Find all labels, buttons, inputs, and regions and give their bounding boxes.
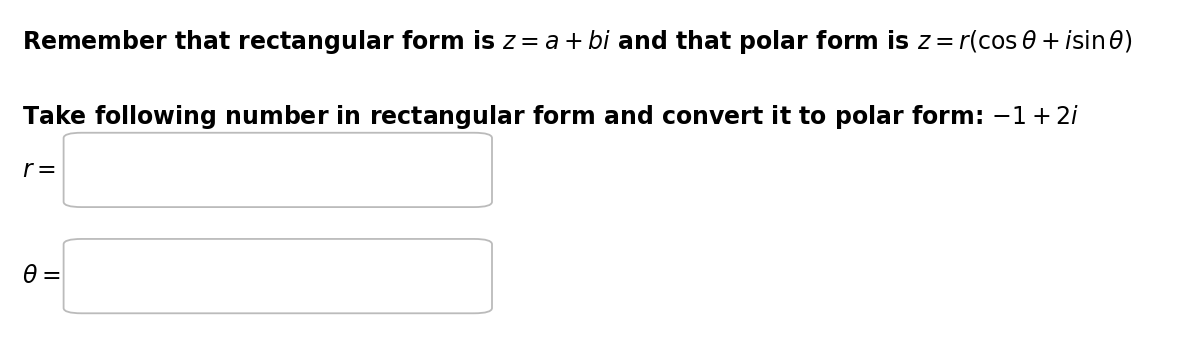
- Text: $\theta =$: $\theta =$: [22, 264, 60, 288]
- Text: Take following number in rectangular form and convert it to polar form: $-1 + 2i: Take following number in rectangular for…: [22, 103, 1079, 131]
- Text: Remember that rectangular form is $z = a + bi$ and that polar form is $z = r(\co: Remember that rectangular form is $z = a…: [22, 28, 1132, 57]
- FancyBboxPatch shape: [64, 133, 492, 207]
- FancyBboxPatch shape: [64, 239, 492, 313]
- Text: $r =$: $r =$: [22, 158, 55, 182]
